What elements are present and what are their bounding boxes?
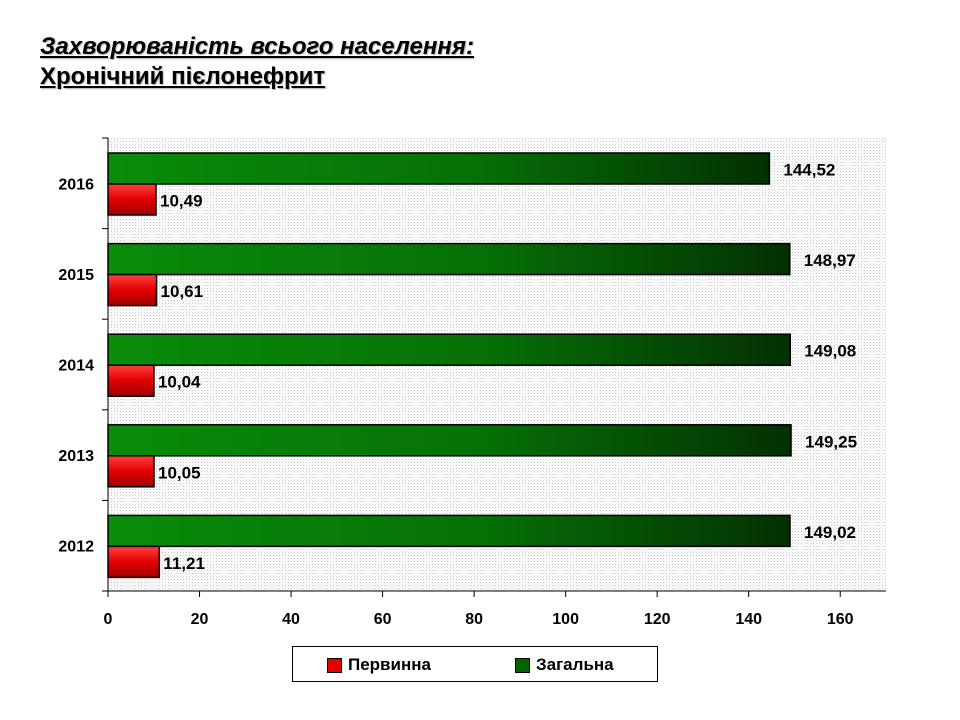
bar-total-2015 <box>107 242 791 276</box>
category-label-2013: 2013 <box>58 448 94 465</box>
data-label-primary-2014: 10,04 <box>158 373 201 392</box>
title-block: Захворюваність всього населення: Хронічн… <box>40 32 474 92</box>
x-tick-label-80: 80 <box>465 611 483 628</box>
bar-total-2014 <box>107 333 792 366</box>
bar-total-2016 <box>107 152 771 185</box>
data-label-total-2016: 144,52 <box>783 161 835 180</box>
x-tick-label-40: 40 <box>282 611 300 628</box>
x-tick-label-120: 120 <box>644 611 671 628</box>
legend-swatch-total <box>515 657 530 673</box>
data-label-total-2012: 149,02 <box>804 523 856 542</box>
bar-total-2013 <box>107 424 792 457</box>
data-label-primary-2013: 10,05 <box>158 463 201 482</box>
data-label-primary-2015: 10,61 <box>161 282 204 301</box>
x-tick-label-100: 100 <box>552 611 579 628</box>
category-label-2015: 2015 <box>58 267 94 284</box>
bar-primary-2015 <box>107 273 158 307</box>
x-tick-label-160: 160 <box>827 611 854 628</box>
x-tick-label-140: 140 <box>735 611 762 628</box>
bar-primary-2014 <box>107 364 155 397</box>
category-label-2014: 2014 <box>58 358 94 375</box>
legend-label-total: Загальна <box>536 655 614 674</box>
data-label-total-2014: 149,08 <box>804 342 856 361</box>
chart-title-line1: Захворюваність всього населення: <box>40 33 474 60</box>
data-label-total-2013: 149,25 <box>805 432 857 451</box>
data-label-primary-2016: 10,49 <box>160 192 203 211</box>
x-tick-label-0: 0 <box>104 611 113 628</box>
x-tick-label-20: 20 <box>191 611 209 628</box>
category-label-2012: 2012 <box>58 539 94 556</box>
bar-primary-2012 <box>107 545 161 579</box>
legend: Первинна Загальна <box>292 646 658 682</box>
chart-title-line2: Хронічний пієлонефрит <box>40 63 326 90</box>
x-tick-label-60: 60 <box>374 611 392 628</box>
data-label-total-2015: 148,97 <box>804 251 856 270</box>
legend-label-primary: Первинна <box>348 655 431 674</box>
axes-group: 2016 2015 2014 2013 2012 0 20 40 60 80 100 120 140 16… <box>58 137 886 628</box>
bar-primary-2016 <box>107 183 157 216</box>
legend-swatch-primary <box>327 657 342 673</box>
category-label-2016: 2016 <box>58 176 94 193</box>
legend-item-total: Загальна <box>515 655 614 675</box>
data-label-primary-2012: 11,21 <box>163 554 205 573</box>
bar-primary-2013 <box>107 455 155 488</box>
bar-total-2012 <box>107 514 791 548</box>
legend-item-primary: Первинна <box>327 655 431 675</box>
